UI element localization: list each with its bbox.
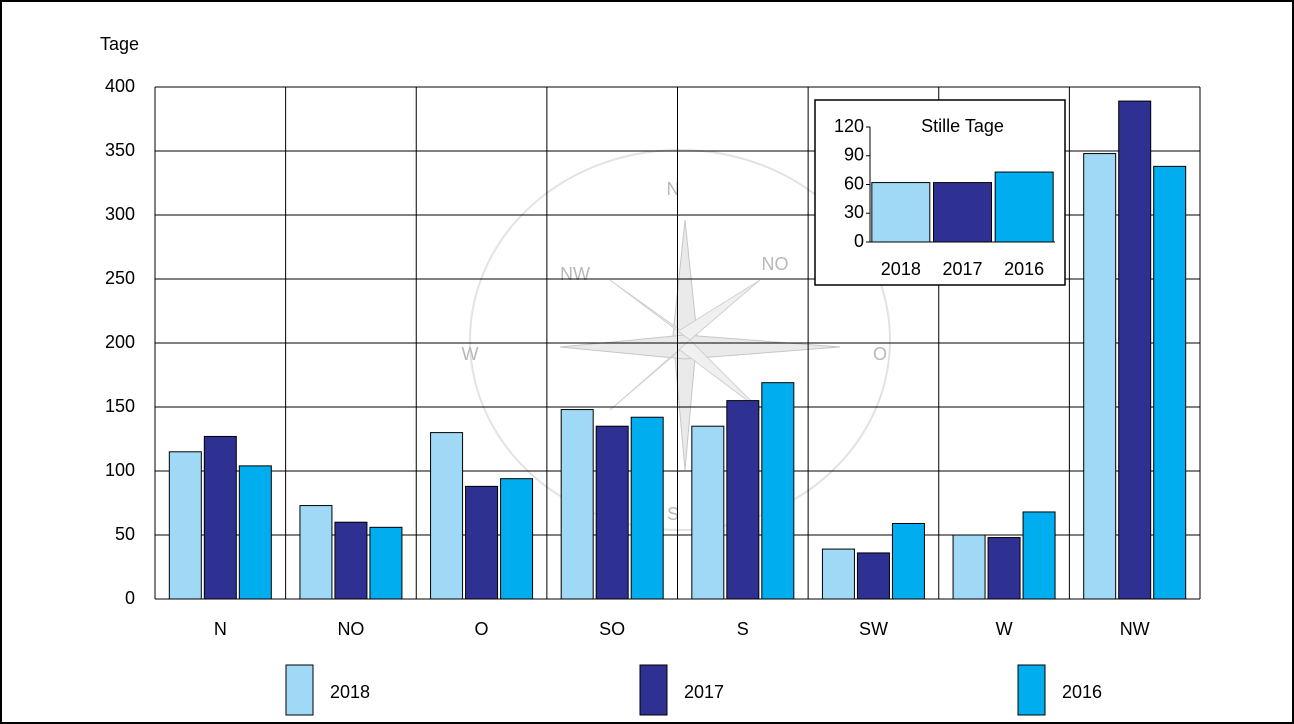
x-tick-label: 2017 <box>942 259 982 279</box>
bar <box>933 182 992 243</box>
legend-label: 2017 <box>684 682 724 702</box>
x-tick-label: SW <box>859 619 888 639</box>
bar <box>203 435 237 600</box>
x-tick-label: NW <box>1120 619 1150 639</box>
bar <box>1022 511 1056 600</box>
y-tick-label: 0 <box>854 231 864 251</box>
bar <box>630 416 664 600</box>
bar <box>595 425 629 600</box>
bar <box>891 522 925 600</box>
bar <box>952 534 986 600</box>
bar <box>726 400 760 600</box>
x-tick-label: 2018 <box>881 259 921 279</box>
y-tick-label: 350 <box>105 140 135 160</box>
legend-swatch <box>639 664 668 716</box>
legend-label: 2016 <box>1062 682 1102 702</box>
bar <box>168 451 202 600</box>
bar <box>465 485 499 600</box>
y-tick-label: 0 <box>125 588 135 608</box>
bar <box>430 432 464 600</box>
chart-title: Stille Tage <box>921 116 1004 136</box>
x-tick-label: SO <box>599 619 625 639</box>
x-tick-label: S <box>737 619 749 639</box>
y-tick-label: 250 <box>105 268 135 288</box>
compass-label: N <box>667 179 680 199</box>
legend-swatch <box>1017 664 1046 716</box>
bar <box>1118 100 1152 600</box>
compass-rose <box>469 149 891 531</box>
y-tick-label: 300 <box>105 204 135 224</box>
bar <box>987 537 1021 600</box>
bar <box>334 521 368 600</box>
bar <box>691 425 725 600</box>
bar <box>560 409 594 600</box>
compass-label: NO <box>762 254 789 274</box>
compass-label: NW <box>560 264 590 284</box>
y-tick-label: 120 <box>834 116 864 136</box>
legend-label: 2018 <box>330 682 370 702</box>
bar <box>369 526 403 600</box>
y-tick-label: 30 <box>844 202 864 222</box>
bar <box>856 552 890 600</box>
bar <box>761 382 795 600</box>
compass-label: O <box>873 344 887 364</box>
x-tick-label: NO <box>337 619 364 639</box>
x-tick-label: N <box>214 619 227 639</box>
y-tick-label: 150 <box>105 396 135 416</box>
compass-label: S <box>667 504 679 524</box>
bar <box>994 171 1054 243</box>
bar <box>1153 165 1187 600</box>
bar <box>238 465 272 600</box>
y-tick-label: 100 <box>105 460 135 480</box>
y-tick-label: 400 <box>105 76 135 96</box>
y-tick-label: 90 <box>844 145 864 165</box>
y-tick-label: 60 <box>844 173 864 193</box>
bar <box>500 478 534 600</box>
x-tick-label: W <box>996 619 1013 639</box>
bar <box>871 182 931 243</box>
y-tick-label: 200 <box>105 332 135 352</box>
x-tick-label: O <box>475 619 489 639</box>
y-tick-label: 50 <box>115 524 135 544</box>
y-axis-label: Tage <box>100 34 139 54</box>
legend-swatch <box>285 664 314 716</box>
compass-label: W <box>462 344 479 364</box>
x-tick-label: 2016 <box>1004 259 1044 279</box>
bar <box>821 548 855 600</box>
bar <box>1083 153 1117 600</box>
bar <box>299 505 333 600</box>
